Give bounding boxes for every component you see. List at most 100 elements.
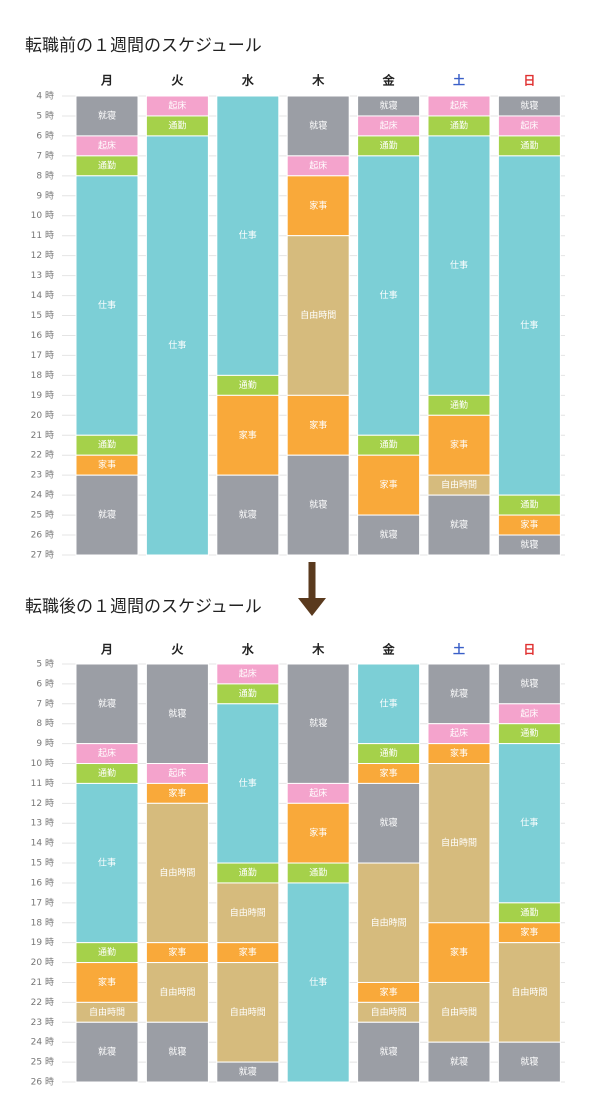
block-label: 家事 [309, 419, 327, 431]
schedule-block [497, 534, 561, 556]
block-label: 自由時間 [159, 867, 195, 879]
day-label: 日 [523, 643, 535, 657]
block-label: 通勤 [239, 687, 257, 699]
block-label: 就寝 [380, 817, 398, 829]
block-label: 家事 [450, 439, 468, 451]
y-tick-label: 8 時 [36, 718, 54, 729]
schedule-block [286, 802, 350, 864]
y-tick-label: 14 時 [31, 838, 54, 849]
block-label: 就寝 [98, 109, 116, 121]
y-tick-label: 26 時 [31, 1077, 54, 1088]
y-tick-label: 17 時 [31, 897, 54, 908]
block-label: 仕事 [520, 319, 538, 331]
y-tick-label: 22 時 [31, 997, 54, 1008]
schedule-block [75, 1021, 139, 1083]
schedule-block [75, 95, 139, 137]
y-tick-label: 8 時 [36, 170, 54, 181]
schedule-block [286, 394, 350, 456]
y-tick-label: 4 時 [36, 91, 54, 102]
block-label: 自由時間 [371, 916, 407, 928]
y-tick-label: 18 時 [31, 917, 54, 928]
schedule-block [357, 1021, 421, 1083]
schedule-block [286, 235, 350, 396]
schedule-block [427, 135, 491, 396]
block-label: 家事 [520, 519, 538, 531]
schedule-block [75, 962, 139, 1003]
schedule-block [216, 474, 280, 556]
y-tick-label: 22 時 [31, 450, 54, 461]
y-tick-label: 23 時 [31, 470, 54, 481]
block-label: 通勤 [520, 139, 538, 151]
y-tick-label: 27 時 [31, 550, 54, 561]
y-tick-label: 11 時 [31, 230, 54, 241]
day-label: 土 [453, 642, 465, 657]
block-label: 就寝 [98, 697, 116, 709]
block-label: 仕事 [520, 817, 538, 829]
y-tick-label: 15 時 [31, 858, 54, 869]
block-label: 家事 [380, 479, 398, 491]
block-label: 家事 [98, 459, 116, 471]
schedule-block [216, 95, 280, 376]
block-label: 家事 [98, 976, 116, 988]
block-label: 就寝 [168, 707, 186, 719]
block-label: 通勤 [239, 867, 257, 879]
block-label: 起床 [520, 707, 538, 719]
y-tick-label: 25 時 [31, 510, 54, 521]
schedule-block [427, 981, 491, 1043]
block-label: 就寝 [380, 529, 398, 541]
block-label: 通勤 [520, 727, 538, 739]
day-label: 木 [311, 73, 325, 88]
day-label: 木 [311, 642, 325, 657]
day-label: 火 [171, 643, 184, 657]
block-label: 起床 [380, 119, 398, 131]
day-label: 金 [382, 642, 396, 657]
schedule-block [216, 1061, 280, 1083]
block-label: 家事 [380, 767, 398, 779]
block-label: 就寝 [450, 1056, 468, 1068]
y-tick-label: 17 時 [31, 350, 54, 361]
block-label: 通勤 [380, 747, 398, 759]
y-tick-label: 10 時 [31, 210, 54, 221]
block-label: 就寝 [168, 1046, 186, 1058]
y-tick-label: 12 時 [31, 798, 54, 809]
schedule-block [427, 763, 491, 924]
block-label: 起床 [98, 139, 116, 151]
schedule-block [75, 782, 139, 944]
block-label: 就寝 [309, 119, 327, 131]
block-label: 家事 [239, 429, 257, 441]
block-label: 仕事 [239, 777, 257, 789]
schedule-block [216, 703, 280, 864]
schedule-block [357, 862, 421, 983]
y-tick-label: 15 時 [31, 310, 54, 321]
block-label: 就寝 [520, 539, 538, 551]
block-label: 家事 [380, 986, 398, 998]
block-label: 通勤 [98, 439, 116, 451]
y-tick-label: 16 時 [31, 877, 54, 888]
schedule-block [145, 663, 209, 765]
y-tick-label: 26 時 [31, 530, 54, 541]
block-label: 仕事 [450, 259, 468, 271]
y-tick-label: 24 時 [31, 490, 54, 501]
block-label: 仕事 [239, 229, 257, 241]
block-label: 通勤 [520, 499, 538, 511]
block-label: 就寝 [450, 519, 468, 531]
schedule-block [427, 922, 491, 983]
y-tick-label: 24 時 [31, 1037, 54, 1048]
schedule-block [357, 663, 421, 745]
block-label: 自由時間 [511, 986, 547, 998]
day-label: 金 [382, 73, 396, 88]
schedule-block [427, 1041, 491, 1083]
block-label: 自由時間 [441, 837, 477, 849]
schedule-block [497, 1041, 561, 1083]
block-label: 就寝 [239, 509, 257, 521]
block-label: 就寝 [520, 677, 538, 689]
schedule-block [497, 663, 561, 705]
schedule-block [145, 135, 209, 556]
block-label: 起床 [168, 99, 186, 111]
y-tick-label: 11 時 [31, 778, 54, 789]
schedule-block [286, 663, 350, 784]
block-label: 自由時間 [371, 1006, 407, 1018]
block-label: 就寝 [450, 687, 468, 699]
block-label: 通勤 [309, 867, 327, 879]
